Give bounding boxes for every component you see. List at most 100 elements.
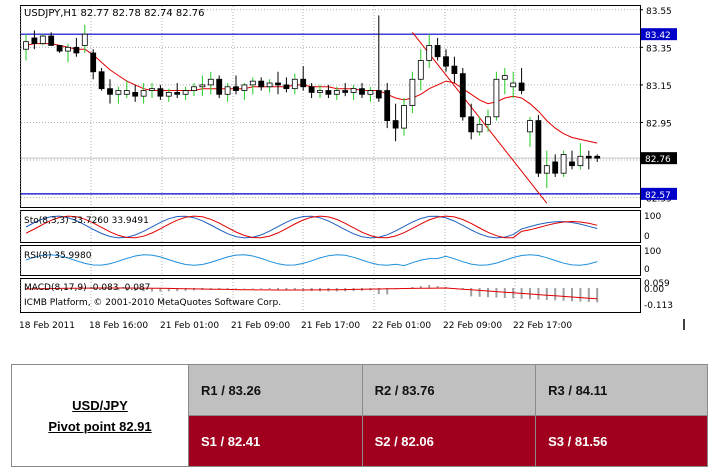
candle-bull [501,75,508,80]
candle-bear [48,35,55,46]
macd-label: MACD(8,17,9) -0.083 -0.087 [24,283,150,293]
candle-bear [325,90,332,95]
candle-bull [182,90,189,95]
stochastic-signal-line [25,215,598,239]
candle-bear [56,45,63,52]
candle-bull [165,92,172,97]
candle-bear [451,65,458,75]
candle-bear [174,92,181,95]
candle-bear [90,52,97,73]
candle-bull [560,154,567,174]
candle-bear [552,161,559,174]
candle-bear [518,82,525,91]
candle-bull [65,46,71,52]
y-tick-label: 82.95 [646,119,672,129]
candle-bull [510,82,517,88]
candle-bear [392,120,399,129]
x-tick-label: 21 Feb 01:00 [160,321,219,331]
rsi-label: RSI(8) 35.9980 [24,251,92,261]
stoch-scale-top: 100 [644,212,661,222]
x-tick-label: 21 Feb 17:00 [301,321,360,331]
candle-bear [308,86,315,93]
candle-bear [359,88,365,95]
resistance-3: R3 / 84.11 [535,364,708,416]
candle-bull [266,82,273,88]
resistance-2: R2 / 83.76 [361,364,537,416]
macd-scale-bottom: -0.113 [644,301,673,311]
candle-bull [224,86,231,95]
support-3: S3 / 81.56 [535,415,708,467]
macd-signal-line [25,287,598,300]
candle-bull [333,90,340,95]
stochastic-label: Sto(8,3,3) 33.7260 33.9491 [24,216,149,226]
candle-bull [367,90,374,95]
candle-bull [527,120,533,133]
current-price-tag [641,152,677,165]
x-tick-label: 22 Feb 17:00 [513,321,572,331]
candle-bear [569,161,575,167]
macd-panel [20,278,641,313]
candle-bull [191,86,197,91]
candle-bear [73,46,80,54]
candle-bull [409,78,416,106]
candle-bull [350,88,357,93]
candle-bull [485,116,491,125]
candle-bull [493,78,500,118]
candle-bull [241,84,248,91]
candle-bear [258,80,265,88]
level-tag-label: 82.57 [645,191,671,201]
candle-bull [149,88,155,91]
candle-bear [342,90,349,93]
pair-name: USD/JPY [72,397,128,413]
candle-bear [216,78,223,95]
candle-bear [434,45,441,58]
candle-bull [115,90,122,95]
candle-bull [123,90,130,95]
main-panel [20,5,641,208]
rsi-scale-bottom: 0 [644,265,650,275]
y-tick-label: 83.35 [646,44,672,54]
candle-bull [23,41,29,50]
candle-bull [81,33,88,46]
x-tick-label: 22 Feb 01:00 [372,321,431,331]
x-tick-label: 18 Feb 2011 [19,321,75,331]
y-tick-label: 83.55 [646,7,672,17]
candle-bull [401,105,407,129]
level-tag-label: 83.42 [645,31,671,41]
candle-bull [577,155,584,167]
candle-bear [443,56,449,67]
candle-bull [199,84,206,88]
level-tag [641,28,677,41]
x-tick-label: 22 Feb 09:00 [443,321,502,331]
candle-bull [249,80,256,86]
candle-bull [543,165,550,174]
x-tick-label: 21 Feb 09:00 [231,321,290,331]
candle-bear [31,37,38,44]
candle-bear [384,90,391,121]
candle-bull [426,45,433,61]
candle-bear [275,82,281,86]
macd-scale-top: 0.059 [644,279,670,289]
candle-bear [283,84,290,90]
y-tick-label: 83.15 [646,82,672,92]
candle-bull [417,60,424,80]
candle-bull [291,78,298,90]
symbol-header: USDJPY,H1 82.77 82.78 82.74 82.76 [24,8,205,19]
pivot-point: Pivot point 82.91 [48,418,152,434]
candle-bear [585,155,592,159]
candle-bull [207,78,214,86]
candle-bear [233,86,239,91]
watermark: ICMB Platform, © 2001-2010 MetaQuotes So… [24,298,281,308]
candle-bear [107,88,113,95]
pivot-table: USD/JPY Pivot point 82.91 R1 / 83.26 R2 … [11,364,708,467]
candle-bear [98,71,105,90]
candle-bear [459,73,466,118]
candle-bull [317,90,323,93]
candle-bear [535,120,542,174]
candle-bull [39,35,46,44]
resistance-1: R1 / 83.26 [188,364,363,416]
candle-bear [132,92,139,97]
candle-bear [300,78,307,88]
candle-bear [468,116,475,133]
